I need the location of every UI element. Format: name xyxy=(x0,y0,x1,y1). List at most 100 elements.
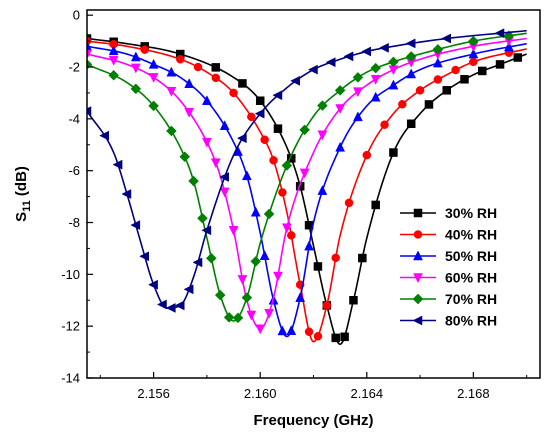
data-point xyxy=(313,331,323,341)
data-point xyxy=(184,107,195,118)
data-point xyxy=(192,257,203,268)
data-point xyxy=(148,58,159,69)
data-point xyxy=(335,104,346,115)
y-axis-title-subscript: 11 xyxy=(21,200,33,212)
data-point xyxy=(468,48,479,59)
data-point xyxy=(340,332,349,342)
data-point xyxy=(165,303,176,313)
y-tick-label: -10 xyxy=(61,267,80,282)
data-point xyxy=(331,333,340,343)
data-point xyxy=(405,51,417,62)
y-tick-label: -8 xyxy=(68,215,80,230)
data-point xyxy=(295,292,306,302)
data-point xyxy=(273,124,283,133)
data-point xyxy=(193,62,203,72)
data-point xyxy=(304,240,314,251)
data-point xyxy=(219,172,229,182)
data-point xyxy=(432,57,443,68)
data-point xyxy=(232,312,244,324)
data-point xyxy=(353,87,363,98)
y-axis-title: S11 (dB) xyxy=(13,166,33,222)
data-point xyxy=(405,38,416,49)
data-point xyxy=(166,125,177,137)
data-point xyxy=(140,45,149,54)
legend-label: 70% RH xyxy=(445,291,497,307)
y-tick-label: 0 xyxy=(73,8,80,23)
data-point xyxy=(188,175,199,187)
data-point xyxy=(432,43,444,55)
data-point xyxy=(197,212,208,224)
data-point xyxy=(139,251,149,262)
data-point xyxy=(108,56,119,66)
x-axis-title: Frequency (GHz) xyxy=(253,412,373,429)
data-point xyxy=(304,327,314,336)
data-point xyxy=(214,289,226,301)
data-point xyxy=(398,100,407,109)
data-point xyxy=(352,72,364,83)
y-axis-title-unit: (dB) xyxy=(13,166,30,200)
data-point xyxy=(255,324,266,335)
data-point xyxy=(307,64,318,75)
data-point xyxy=(513,53,523,62)
data-point xyxy=(415,86,425,95)
legend-marker xyxy=(413,208,423,218)
legend-entry: 60% RH xyxy=(400,270,497,286)
data-point xyxy=(441,33,451,44)
legend-entry: 80% RH xyxy=(400,313,497,329)
data-point xyxy=(166,66,177,77)
data-point xyxy=(166,86,177,97)
data-point xyxy=(183,284,194,295)
legend-marker xyxy=(412,293,424,305)
data-point xyxy=(219,120,230,131)
data-point xyxy=(241,292,253,304)
legend-label: 30% RH xyxy=(445,205,497,221)
data-point xyxy=(349,296,358,305)
data-point xyxy=(334,84,346,96)
data-point xyxy=(380,120,389,129)
data-point xyxy=(442,86,451,95)
data-point xyxy=(281,223,292,234)
data-point xyxy=(317,100,328,111)
data-point xyxy=(313,262,323,271)
data-point xyxy=(325,57,336,68)
data-point xyxy=(205,252,217,264)
data-point xyxy=(317,130,328,141)
data-point xyxy=(286,325,297,335)
series-line xyxy=(87,32,527,322)
data-point xyxy=(361,46,372,57)
data-point xyxy=(236,133,247,144)
data-point xyxy=(460,75,469,84)
series-line xyxy=(87,29,527,309)
data-point xyxy=(87,40,92,51)
data-point xyxy=(370,62,382,74)
data-point xyxy=(228,226,239,236)
data-point xyxy=(353,111,363,122)
legend-marker xyxy=(412,315,423,326)
data-point xyxy=(388,56,399,68)
data-point xyxy=(176,54,185,64)
data-point xyxy=(130,83,142,95)
data-point xyxy=(290,75,300,86)
data-point xyxy=(202,95,212,105)
data-point xyxy=(238,79,247,88)
data-point xyxy=(250,206,261,217)
data-point xyxy=(273,271,283,282)
data-point xyxy=(219,187,230,198)
legend-label: 80% RH xyxy=(445,313,497,329)
series-4 xyxy=(87,30,527,324)
data-point xyxy=(223,311,235,323)
data-point xyxy=(370,91,381,102)
y-tick-label: -4 xyxy=(68,111,80,126)
legend: 30% RH 40% RH 50% RH 60% RH 70% RH 80% RH xyxy=(400,205,497,329)
data-point xyxy=(184,78,195,88)
data-point xyxy=(130,63,141,74)
data-point xyxy=(378,42,389,53)
data-point xyxy=(211,63,221,72)
series-line xyxy=(87,37,527,346)
y-tick-label: -12 xyxy=(61,319,80,334)
data-point xyxy=(99,130,110,141)
data-point xyxy=(87,49,92,60)
legend-label: 60% RH xyxy=(445,270,497,286)
data-point xyxy=(406,119,416,128)
data-point xyxy=(389,148,398,157)
